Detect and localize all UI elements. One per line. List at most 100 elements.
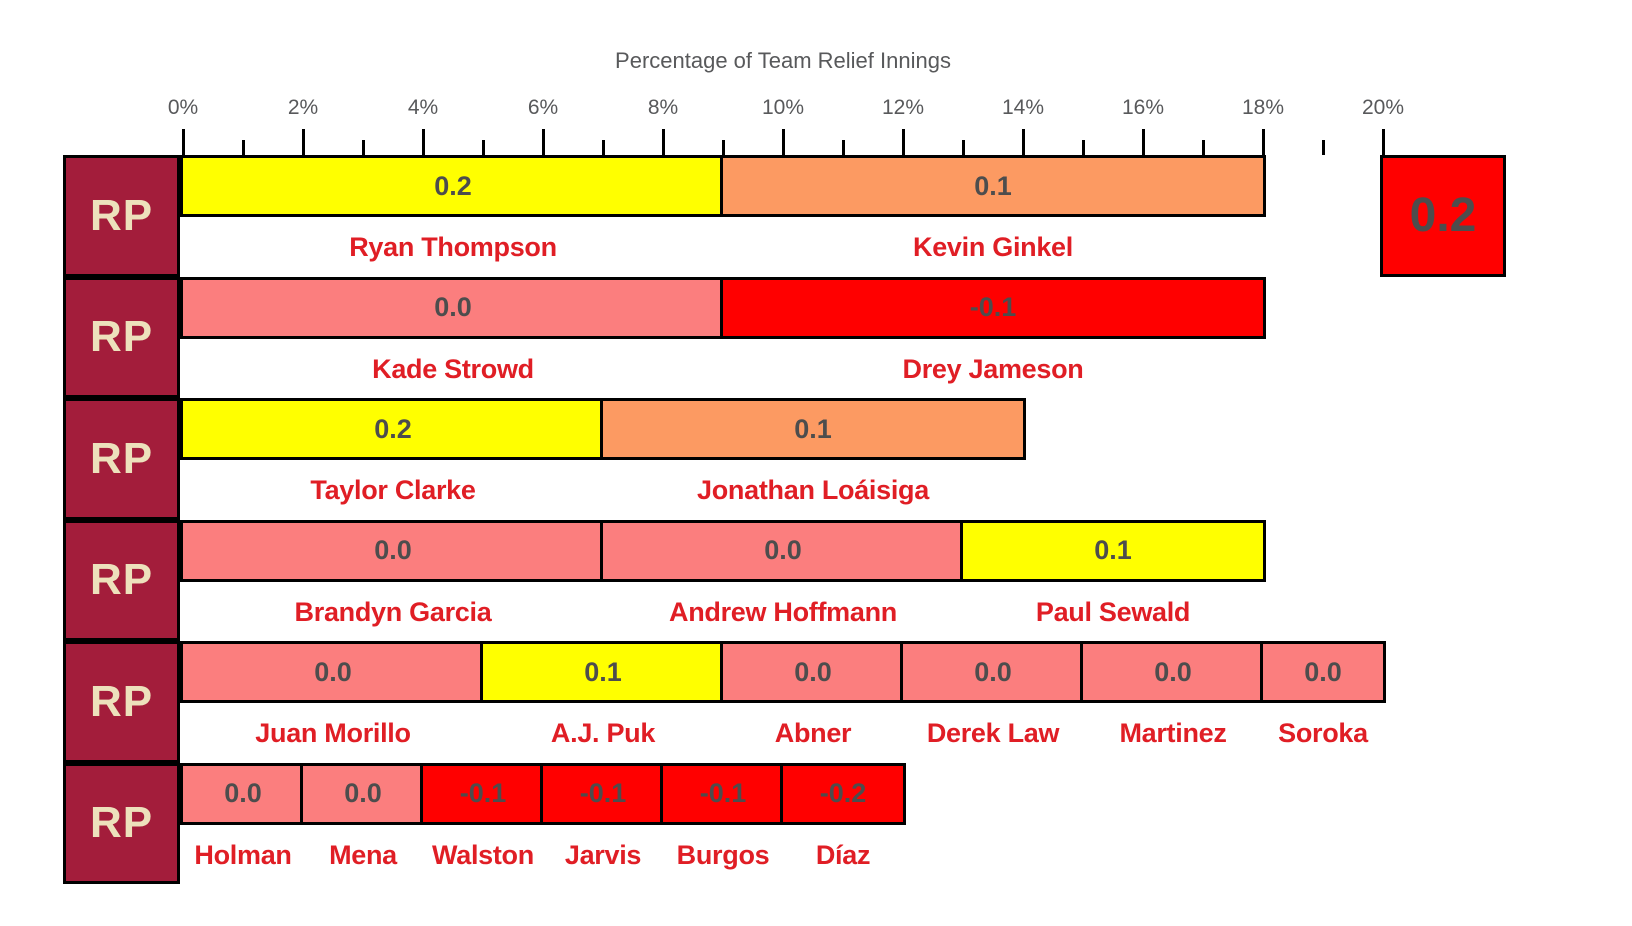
x-axis-major-tick	[421, 129, 425, 155]
bar-segment: 0.0	[180, 519, 606, 582]
row-label-rp: RP	[63, 641, 180, 763]
bar-segment: -0.1	[420, 762, 546, 825]
player-name-label: Juan Morillo	[255, 718, 411, 748]
rp-label-text: RP	[89, 798, 154, 848]
rp-label-text: RP	[89, 433, 154, 483]
bar-segment: 0.2	[180, 398, 606, 460]
bar-value: 0.0	[1304, 656, 1342, 687]
bar-value: 0.0	[224, 778, 262, 808]
player-name-label: Martinez	[1119, 718, 1227, 748]
player-name-label: Jarvis	[564, 839, 642, 870]
bar-value: 0.1	[974, 170, 1012, 201]
x-axis-tick-label: 12%	[881, 96, 925, 119]
rp-label-text: RP	[89, 190, 154, 240]
bar-segment: 0.0	[1080, 641, 1266, 703]
bar-segment: 0.0	[300, 762, 426, 825]
player-name-label: Walston	[432, 839, 534, 870]
x-axis-minor-tick	[481, 140, 485, 155]
row-label-rp: RP	[63, 762, 180, 884]
x-axis-major-tick	[541, 129, 545, 155]
player-name-label: Mena	[329, 839, 397, 870]
x-axis-minor-tick	[241, 140, 245, 155]
row-label-rp: RP	[63, 276, 180, 398]
bar-value: 0.0	[344, 778, 382, 808]
bar-value: -0.1	[579, 778, 627, 808]
bar-segment: -0.1	[660, 762, 786, 825]
bar-value: 0.1	[1094, 535, 1132, 565]
bar-segment: 0.0	[1260, 641, 1386, 703]
x-axis-tick-label: 6%	[527, 96, 559, 119]
bar-value: -0.1	[969, 292, 1017, 322]
x-axis-major-tick	[181, 129, 185, 155]
row-label-rp: RP	[63, 155, 180, 277]
player-name-label: Jonathan Loáisiga	[697, 475, 929, 505]
player-name-label: Derek Law	[926, 718, 1060, 748]
bar-segment: -0.1	[540, 762, 666, 825]
bar-segment: 0.0	[600, 519, 966, 582]
player-name-label: Drey Jameson	[902, 353, 1084, 384]
row-label-rp: RP	[63, 519, 180, 641]
x-axis-tick-label: 14%	[1001, 96, 1045, 119]
bar-segment: 0.0	[180, 762, 306, 825]
bar-value: 0.2	[434, 170, 472, 201]
x-axis-minor-tick	[1321, 140, 1325, 155]
x-axis-minor-tick	[601, 140, 605, 155]
detached-value-box: 0.2	[1380, 155, 1506, 277]
bar-value: -0.1	[459, 778, 507, 808]
player-name-label: Brandyn Garcia	[294, 596, 492, 627]
x-axis-minor-tick	[1201, 140, 1205, 155]
row-label-rp: RP	[63, 398, 180, 520]
x-axis-minor-tick	[961, 140, 965, 155]
bar-segment: 0.0	[180, 641, 486, 703]
x-axis-minor-tick	[721, 140, 725, 155]
bar-segment: 0.2	[180, 155, 726, 217]
bar-value: -0.1	[699, 778, 747, 808]
player-name-label: Kade Strowd	[372, 353, 534, 384]
player-name-label: A.J. Puk	[550, 718, 656, 748]
bar-value: 0.0	[794, 656, 832, 687]
x-axis-minor-tick	[361, 140, 365, 155]
chart-title: Percentage of Team Relief Innings	[615, 48, 951, 73]
bar-segment: 0.1	[600, 398, 1026, 460]
player-name-label: Burgos	[676, 839, 770, 870]
bar-segment: -0.2	[780, 762, 906, 825]
player-name-label: Ryan Thompson	[349, 232, 557, 262]
rp-label-text: RP	[89, 312, 154, 362]
detached-value: 0.2	[1409, 189, 1477, 243]
x-axis-major-tick	[901, 129, 905, 155]
bar-value: 0.0	[1154, 656, 1192, 687]
bar-value: 0.2	[374, 413, 412, 444]
x-axis-major-tick	[661, 129, 665, 155]
x-axis-tick-label: 20%	[1361, 96, 1405, 119]
player-name-label: Soroka	[1278, 718, 1368, 748]
rp-label-text: RP	[89, 676, 154, 726]
player-name-label: Kevin Ginkel	[913, 232, 1073, 262]
x-axis-tick-label: 0%	[167, 96, 199, 119]
bar-value: 0.0	[764, 535, 802, 565]
bar-value: 0.1	[584, 656, 622, 687]
x-axis-tick-label: 10%	[761, 96, 805, 119]
bar-value: 0.0	[374, 535, 412, 565]
bar-value: 0.0	[974, 656, 1012, 687]
bar-segment: 0.1	[960, 519, 1266, 582]
bar-segment: 0.0	[180, 276, 726, 339]
rp-label-text: RP	[89, 555, 154, 605]
x-axis-major-tick	[1381, 129, 1385, 155]
player-name-label: Abner	[774, 718, 852, 748]
player-name-label: Díaz	[815, 839, 871, 870]
bar-value: -0.2	[819, 778, 867, 808]
player-name-label: Holman	[194, 839, 292, 870]
bar-segment: 0.0	[720, 641, 906, 703]
bar-segment: 0.1	[480, 641, 726, 703]
x-axis-tick-label: 4%	[407, 96, 439, 119]
x-axis-major-tick	[1141, 129, 1145, 155]
x-axis-major-tick	[1021, 129, 1025, 155]
x-axis-tick-label: 16%	[1121, 96, 1165, 119]
player-name-label: Paul Sewald	[1035, 596, 1191, 627]
x-axis-major-tick	[781, 129, 785, 155]
bar-segment: 0.0	[900, 641, 1086, 703]
player-name-label: Andrew Hoffmann	[669, 596, 897, 627]
bar-value: 0.0	[434, 292, 472, 322]
x-axis-tick-label: 8%	[647, 96, 679, 119]
